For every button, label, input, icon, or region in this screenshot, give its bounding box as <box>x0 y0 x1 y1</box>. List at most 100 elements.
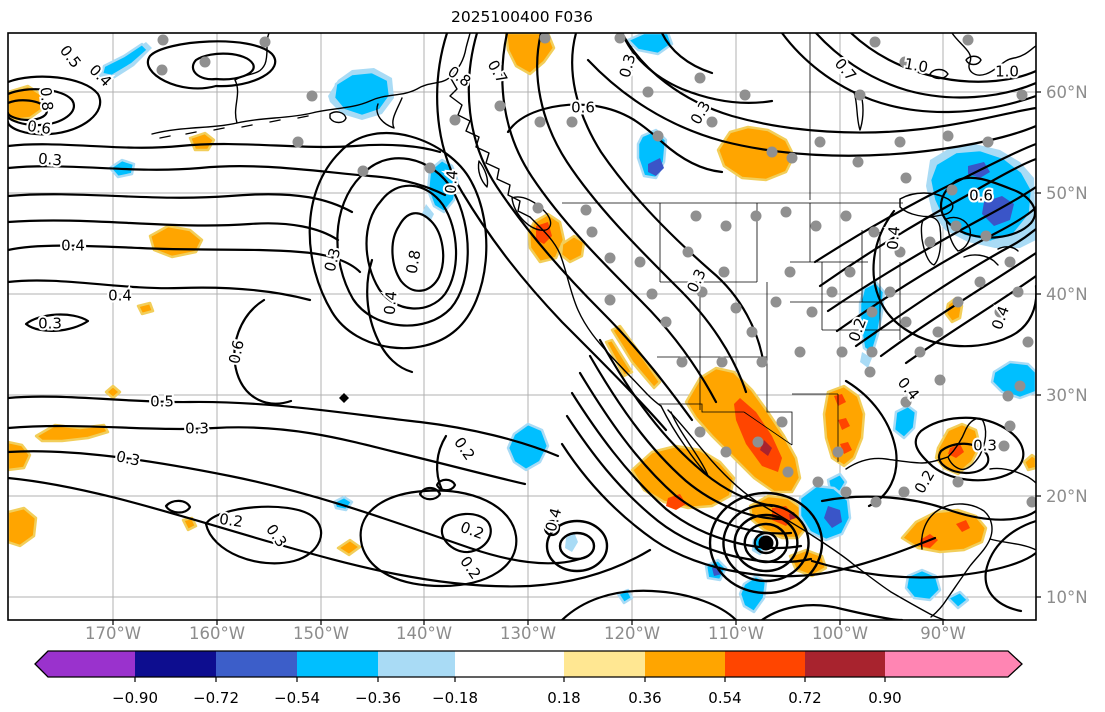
lat-tick-label: 30°N <box>1046 386 1088 405</box>
shaded-region-or <box>136 301 155 316</box>
contour-path <box>359 489 518 588</box>
colorbar-legend: −0.90 −0.72 −0.54 −0.36 −0.18 0.18 0.36 0.54 0.7… <box>34 650 1023 707</box>
contour-path <box>8 193 354 214</box>
station-dot <box>900 316 912 328</box>
small-diamond-marker <box>339 393 349 403</box>
shaded-region-rd <box>834 394 846 406</box>
coastline-path <box>329 111 347 124</box>
contour-label: 1.0 <box>903 55 930 77</box>
contour-path <box>571 33 766 368</box>
station-dot <box>534 116 546 128</box>
shaded-region-or <box>188 131 216 152</box>
contour-path <box>578 371 793 535</box>
contour-path <box>849 33 1036 83</box>
station-dot <box>690 210 702 222</box>
coastline-path <box>234 33 270 124</box>
cyclone-ring <box>753 531 779 555</box>
station-dot <box>652 130 664 142</box>
contour-path <box>620 33 774 104</box>
shaded-region-cy <box>738 574 768 614</box>
contour-path <box>814 33 1036 99</box>
coastline-path <box>159 115 309 139</box>
cyclone-ring <box>708 491 824 595</box>
station-dots <box>156 33 1036 508</box>
colorbar-tick-label: 0.36 <box>628 689 661 707</box>
contour-path <box>818 157 1036 288</box>
shaded-region-or <box>8 506 38 548</box>
shaded-region-cy <box>506 422 550 472</box>
contour-path <box>835 205 1036 333</box>
coastline-path <box>511 196 552 231</box>
station-dot <box>746 326 758 338</box>
station-dot <box>676 356 688 368</box>
station-dot <box>914 346 926 358</box>
contour-label: 0.5 <box>150 393 174 411</box>
station-dot <box>806 306 818 318</box>
colorbar-tick-label: −0.54 <box>274 689 320 707</box>
station-dot <box>776 416 788 428</box>
station-dot <box>870 496 882 508</box>
station-dot <box>782 466 794 478</box>
shaded-region-cy <box>332 70 392 118</box>
station-dot <box>894 246 906 258</box>
station-dot <box>694 426 706 438</box>
contour-path <box>164 499 192 514</box>
station-dot <box>840 486 852 498</box>
contour-label: 0.3 <box>185 420 209 438</box>
colorbar-tick-label: −0.36 <box>355 689 401 707</box>
station-dot <box>884 286 896 298</box>
contour-path <box>8 450 590 565</box>
contour-label: 0.3 <box>115 447 142 470</box>
contour-path <box>914 416 1025 482</box>
station-dot <box>1026 496 1036 508</box>
contour-path <box>24 313 90 332</box>
colorbar-arrow-high <box>885 651 1022 677</box>
contour-path <box>560 589 738 620</box>
contour-path <box>436 33 668 432</box>
station-dot <box>864 366 876 378</box>
station-dot <box>716 356 728 368</box>
station-dot <box>900 172 912 184</box>
colorbar-tick-label: 0.72 <box>788 689 821 707</box>
contour-path <box>536 33 748 394</box>
station-dot <box>836 346 848 358</box>
lon-tick-label: 160°W <box>189 624 245 643</box>
station-dot <box>866 306 878 318</box>
station-dot <box>844 266 856 278</box>
contour-path <box>467 33 694 422</box>
contour-label: 0.2 <box>218 510 244 531</box>
station-dot <box>869 36 881 48</box>
contour-path <box>8 165 447 197</box>
contour-label: 0.4 <box>380 290 400 315</box>
contour-label: 0.6 <box>26 117 52 138</box>
station-dot <box>932 326 944 338</box>
station-dot <box>566 116 578 128</box>
station-dot <box>994 306 1006 318</box>
contour-path <box>506 103 724 174</box>
cyclone-ring <box>743 522 789 564</box>
colorbar-segment <box>135 651 216 677</box>
station-dot <box>720 446 732 458</box>
shaded-region-rd <box>666 494 686 510</box>
colorbar-segment <box>216 651 297 677</box>
shaded-region-lb <box>422 204 434 222</box>
lat-lon-gridlines <box>8 33 1036 620</box>
contour-path <box>391 212 445 292</box>
station-dot <box>810 220 822 232</box>
shaded-anomaly-regions <box>8 33 1036 614</box>
contour-path <box>8 395 560 458</box>
colorbar-segment <box>725 651 805 677</box>
station-dot <box>946 184 958 196</box>
contour-path <box>938 442 990 475</box>
contour-path <box>588 354 784 521</box>
colorbar-segment <box>645 651 725 677</box>
colorbar-tick-label: 0.18 <box>547 689 580 707</box>
station-dot <box>730 302 742 314</box>
state-borders <box>562 33 903 462</box>
shaded-region-cy <box>858 280 886 356</box>
border-path <box>743 411 793 446</box>
station-dot <box>604 294 616 306</box>
contour-label: 0.6 <box>225 338 248 365</box>
shaded-region-bl <box>824 506 842 528</box>
contour-label: 0.2 <box>458 518 487 543</box>
